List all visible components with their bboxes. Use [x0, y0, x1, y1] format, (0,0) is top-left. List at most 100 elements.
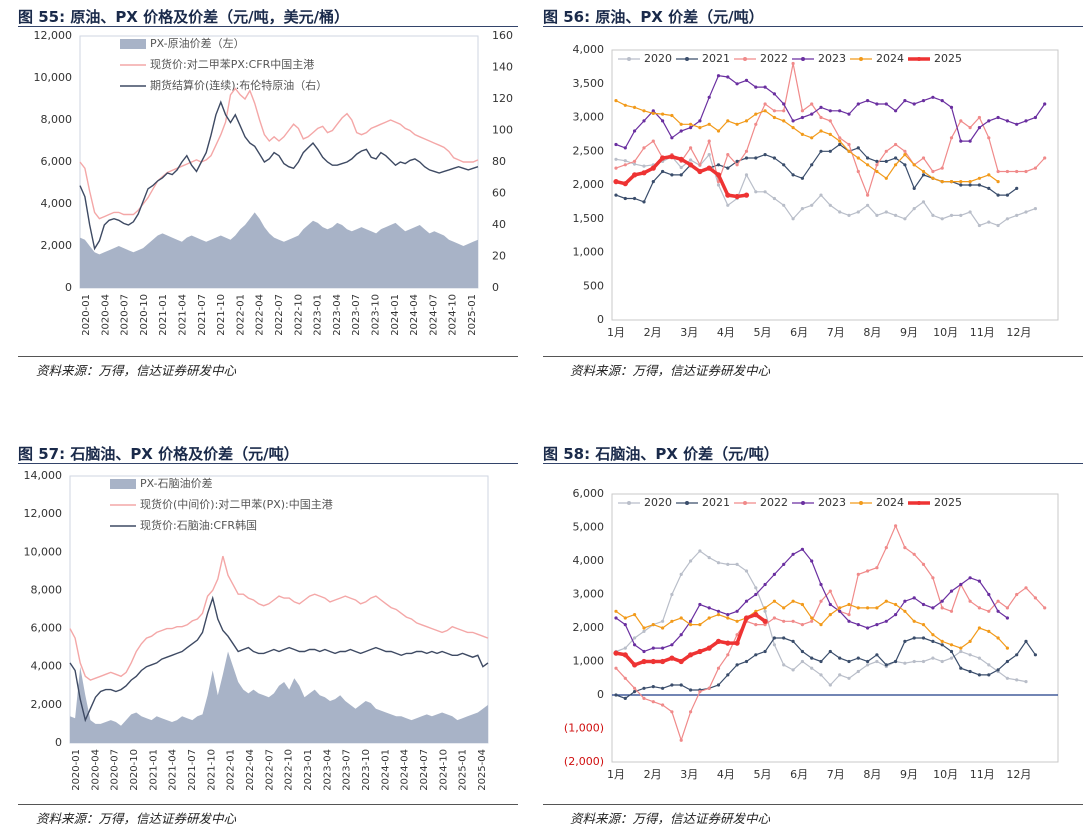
chart58-point-2021-45 [1033, 653, 1037, 657]
chart55-y2-tick-0: 0 [492, 281, 499, 294]
chart58-point-2021-43 [1015, 653, 1019, 657]
chart56-point-2023-26 [856, 102, 860, 106]
chart58-point-2025-0 [613, 650, 619, 656]
chart56-point-2024-29 [884, 176, 888, 180]
chart55-y-tick-1: 2,000 [41, 239, 73, 252]
chart56-point-2023-9 [698, 119, 702, 123]
chart56-point-2022-31 [903, 149, 907, 153]
chart58-point-2023-40 [987, 592, 991, 597]
chart58-point-2024-24 [838, 606, 842, 610]
chart56-point-2023-30 [894, 109, 898, 113]
chart58-point-2024-39 [977, 626, 982, 630]
chart56-point-2020-21 [810, 203, 814, 207]
chart58-point-2024-13 [735, 619, 739, 623]
chart56-point-2020-35 [940, 217, 944, 221]
chart56-point-2023-2 [633, 129, 637, 133]
chart58-point-2023-16 [763, 582, 767, 587]
chart56-point-2020-25 [847, 213, 851, 217]
chart56-point-2023-19 [791, 119, 795, 123]
chart56-point-2024-22 [819, 129, 823, 133]
chart56-point-2020-27 [866, 203, 870, 207]
chart55-y2-tick-6: 120 [492, 92, 513, 105]
chart58-series-2022 [615, 524, 1046, 743]
chart56-point-2024-17 [772, 115, 777, 120]
chart56-point-2020-7 [679, 165, 683, 170]
chart58-point-2023-41 [996, 609, 1000, 613]
chart58-point-2020-36 [949, 656, 954, 660]
chart58-point-2021-32 [912, 636, 916, 640]
chart56-point-2023-34 [931, 95, 935, 99]
chart56-legend-label-2020: 2020 [644, 52, 672, 65]
chart56-point-2021-16 [763, 153, 767, 157]
chart58-legend-marker-2024 [859, 501, 863, 505]
chart56-point-2023-20 [800, 115, 805, 120]
chart58-point-2022-27 [866, 569, 870, 573]
chart55-x-tick-19: 2024-10 [448, 294, 459, 336]
chart57-x-tick-16: 2024-01 [380, 749, 391, 791]
chart56-point-2020-8 [689, 158, 693, 162]
chart58-point-2020-44 [1024, 680, 1028, 684]
chart56-point-2020-30 [894, 213, 898, 217]
chart58-point-2024-21 [810, 616, 814, 620]
chart-57-source: 资料来源：万得，信达证券研发中心 [36, 811, 237, 826]
chart58-point-2023-6 [670, 643, 674, 647]
chart56-point-2022-12 [726, 153, 730, 157]
chart58-point-2023-33 [921, 602, 926, 607]
chart58-point-2022-12 [726, 653, 730, 657]
chart56-point-2021-26 [856, 146, 860, 150]
chart58-point-2021-7 [679, 683, 683, 687]
chart58-point-2024-8 [689, 623, 693, 627]
chart58-legend-marker-2021 [685, 501, 689, 505]
chart56-x-tick-0: 1月 [607, 326, 625, 339]
chart56-point-2022-43 [1015, 169, 1019, 174]
chart58-point-2024-38 [968, 639, 972, 644]
chart56-point-2021-5 [661, 169, 665, 174]
chart56-point-2023-35 [940, 99, 944, 103]
chart58-point-2023-1 [623, 623, 627, 627]
chart56-y-tick-4: 2,000 [573, 178, 605, 191]
chart58-point-2023-36 [949, 589, 954, 593]
chart58-point-2020-14 [744, 569, 749, 573]
chart56-point-2020-43 [1015, 213, 1019, 217]
chart58-point-2020-22 [819, 673, 823, 677]
chart56-x-tick-2: 3月 [680, 326, 698, 339]
chart56-point-2023-6 [670, 136, 674, 140]
chart58-x-tick-1: 2月 [644, 768, 662, 781]
chart57-x-tick-4: 2021-01 [148, 749, 159, 791]
chart58-point-2023-10 [707, 606, 711, 610]
chart58-legend-label-2023: 2023 [818, 496, 846, 509]
chart56-point-2020-45 [1033, 207, 1037, 211]
chart57-x-tick-6: 2021-07 [187, 749, 198, 791]
chart-57-title-rule [18, 463, 518, 464]
chart58-point-2023-3 [642, 649, 646, 654]
chart56-point-2022-1 [623, 163, 627, 167]
chart58-series-2021 [615, 637, 1036, 700]
chart56-x-tick-1: 2月 [644, 326, 662, 339]
chart58-point-2022-23 [828, 589, 832, 593]
chart58-point-2024-1 [623, 616, 627, 620]
chart56-point-2022-33 [921, 156, 926, 160]
chart58-point-2022-36 [949, 609, 954, 613]
chart58-point-2021-42 [1005, 659, 1010, 664]
chart56-point-2020-17 [772, 196, 777, 201]
chart58-point-2020-15 [754, 586, 758, 590]
chart57-x-tick-19: 2024-10 [438, 749, 449, 791]
chart58-point-2023-38 [968, 576, 972, 580]
chart58-point-2020-23 [828, 683, 832, 687]
chart56-point-2022-21 [810, 102, 814, 106]
chart56-x-tick-7: 8月 [863, 326, 881, 339]
chart58-point-2022-40 [987, 609, 991, 613]
chart58-point-2020-39 [977, 656, 982, 660]
chart58-point-2025-11 [715, 638, 722, 645]
chart58-point-2022-11 [716, 666, 721, 670]
chart58-y-tick-0: (2,000) [564, 755, 604, 768]
chart56-point-2020-39 [977, 223, 982, 228]
chart58-point-2020-8 [689, 559, 693, 563]
chart55-y2-tick-3: 60 [492, 187, 506, 200]
chart58-point-2020-2 [633, 636, 637, 640]
chart58-point-2021-38 [968, 669, 972, 674]
chart57-legend-label-2: 现货价:石脑油:CFR韩国 [140, 518, 257, 532]
chart58-point-2023-15 [754, 592, 758, 597]
chart56-point-2021-30 [894, 156, 898, 160]
chart56-point-2025-13 [734, 193, 740, 200]
